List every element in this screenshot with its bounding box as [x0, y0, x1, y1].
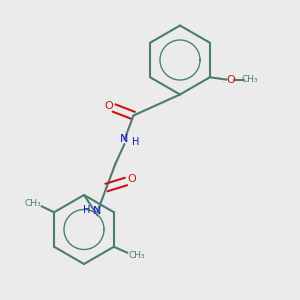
Text: O: O: [127, 174, 136, 184]
Text: H: H: [83, 205, 91, 215]
Text: H: H: [132, 137, 140, 147]
Text: O: O: [226, 75, 235, 85]
Text: N: N: [93, 206, 101, 217]
Text: N: N: [120, 134, 129, 145]
Text: O: O: [104, 100, 113, 111]
Text: CH₃: CH₃: [128, 251, 145, 260]
Text: CH₃: CH₃: [24, 199, 41, 208]
Text: CH₃: CH₃: [242, 75, 258, 84]
